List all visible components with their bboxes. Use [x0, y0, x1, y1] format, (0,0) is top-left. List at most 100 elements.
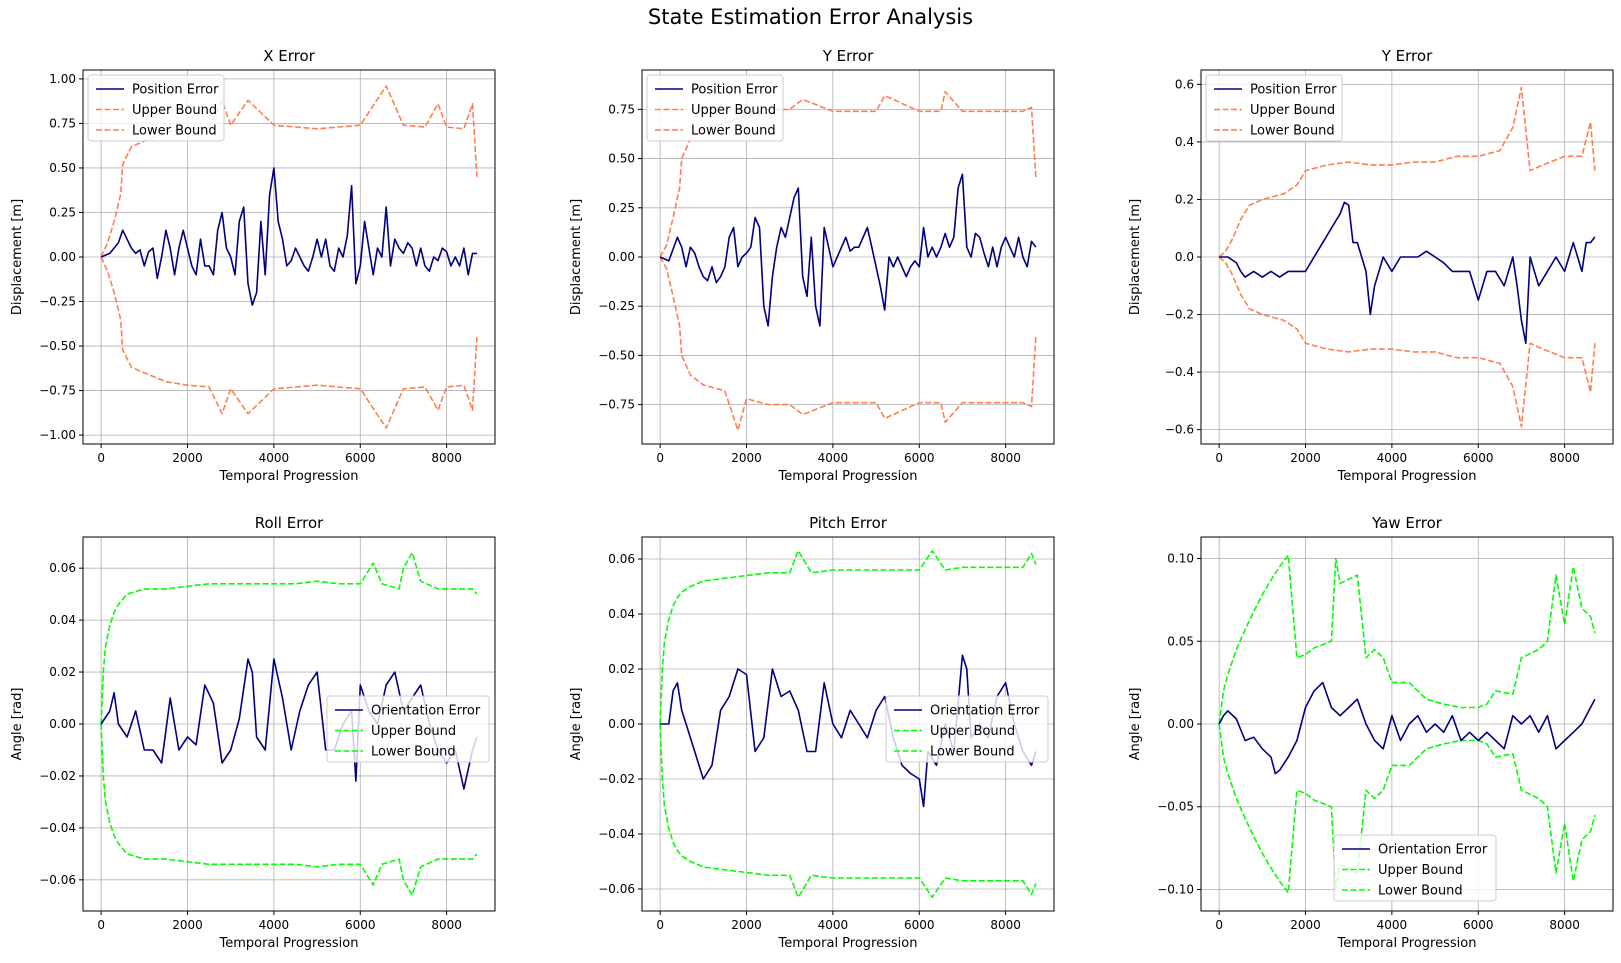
legend: Orientation Error Upper Bound Lower Bound — [326, 695, 490, 763]
x-tick-label: 4000 — [259, 451, 290, 465]
legend-box — [1333, 834, 1497, 902]
y-axis-label: Displacement [m] — [1128, 199, 1143, 315]
y-tick-label: 0.02 — [608, 662, 635, 676]
y-tick-label: −0.25 — [39, 295, 76, 309]
y-tick-label: 0.2 — [1175, 192, 1194, 206]
legend-box — [87, 74, 225, 142]
panel-title: Pitch Error — [809, 514, 888, 532]
series-line-position-error — [1219, 201, 1596, 345]
x-tick-label: 8000 — [1549, 451, 1580, 465]
figure-title: State Estimation Error Analysis — [647, 5, 974, 29]
y-tick-label: 0.06 — [608, 552, 635, 566]
series-line-lower-bound — [1218, 723, 1596, 894]
y-tick-label: 0.50 — [608, 152, 635, 166]
y-tick-label: 0.00 — [1167, 717, 1194, 731]
legend-label: Lower Bound — [930, 745, 1015, 760]
y-tick-label: 0.50 — [49, 161, 76, 175]
x-tick-label: 0 — [656, 918, 664, 932]
x-tick-label: 2000 — [172, 918, 203, 932]
x-tick-label: 8000 — [431, 918, 462, 932]
y-tick-label: 1.00 — [49, 72, 76, 86]
y-tick-label: 0.04 — [49, 613, 76, 627]
series-line-lower-bound — [100, 256, 478, 429]
legend-label: Position Error — [1250, 83, 1337, 98]
x-tick-label: 4000 — [818, 451, 849, 465]
legend-label: Lower Bound — [1378, 884, 1463, 899]
y-tick-label: −0.50 — [39, 339, 76, 353]
y-tick-label: 0.75 — [49, 116, 76, 130]
y-tick-label: −0.05 — [1157, 800, 1194, 814]
chart-panel-2: 0 2000 4000 6000 8000 −0.75 −0.50 −0.25 0.00 0.25… — [569, 47, 1055, 484]
x-axis-label: Temporal Progression — [219, 936, 359, 951]
panel-title: Y Error — [1381, 47, 1433, 65]
legend: Position Error Upper Bound Lower Bound — [1205, 74, 1343, 142]
chart-panel-6: 0 2000 4000 6000 8000 −0.10 −0.05 0.00 0.05 0.10 Y… — [1128, 514, 1614, 951]
y-tick-label: 0.05 — [1167, 634, 1194, 648]
y-tick-label: 0.00 — [608, 717, 635, 731]
legend-label: Upper Bound — [132, 103, 217, 118]
series-line-upper-bound — [1218, 86, 1596, 258]
x-axis-label: Temporal Progression — [778, 469, 918, 484]
x-tick-label: 6000 — [345, 918, 376, 932]
x-tick-label: 6000 — [345, 451, 376, 465]
x-tick-label: 0 — [1215, 918, 1223, 932]
series-line-lower-bound — [659, 256, 1037, 432]
y-tick-label: 0.25 — [608, 201, 635, 215]
y-tick-label: −0.50 — [598, 348, 635, 362]
x-tick-label: 2000 — [172, 451, 203, 465]
y-axis-label: Angle [rad] — [10, 688, 25, 761]
legend: Position Error Upper Bound Lower Bound — [646, 74, 784, 142]
x-tick-label: 0 — [1215, 451, 1223, 465]
x-tick-label: 6000 — [1463, 451, 1494, 465]
legend-label: Lower Bound — [1250, 124, 1335, 139]
x-tick-label: 8000 — [990, 451, 1021, 465]
y-tick-label: 0.4 — [1175, 135, 1194, 149]
panel-title: Roll Error — [255, 514, 324, 532]
y-tick-label: 0.75 — [608, 102, 635, 116]
y-tick-label: 0.04 — [608, 607, 635, 621]
y-tick-label: 0.00 — [608, 250, 635, 264]
x-tick-label: 6000 — [1463, 918, 1494, 932]
chart-panel-5: 0 2000 4000 6000 8000 −0.06 −0.04 −0.02 0.00 0.02… — [569, 514, 1055, 951]
series-line-upper-bound — [659, 90, 1037, 258]
y-tick-label: −0.06 — [39, 873, 76, 887]
y-tick-label: 0.6 — [1175, 77, 1194, 91]
x-tick-label: 4000 — [1377, 451, 1408, 465]
x-tick-label: 8000 — [431, 451, 462, 465]
chart-panel-1: 0 2000 4000 6000 8000 −1.00 −0.75 −0.50 −0.25 0.0… — [10, 47, 496, 484]
legend-label: Upper Bound — [930, 724, 1015, 739]
x-tick-label: 8000 — [1549, 918, 1580, 932]
legend-label: Orientation Error — [371, 704, 481, 719]
series-line-lower-bound — [100, 723, 478, 897]
x-tick-label: 6000 — [904, 451, 935, 465]
legend-label: Lower Bound — [132, 124, 217, 139]
x-axis-label: Temporal Progression — [219, 469, 359, 484]
series-line-upper-bound — [659, 549, 1037, 725]
y-tick-label: −0.02 — [39, 769, 76, 783]
x-tick-label: 2000 — [731, 451, 762, 465]
y-tick-label: 0.02 — [49, 665, 76, 679]
x-tick-label: 0 — [656, 451, 664, 465]
legend: Orientation Error Upper Bound Lower Bound — [1333, 834, 1497, 902]
x-tick-label: 8000 — [990, 918, 1021, 932]
y-tick-label: −0.04 — [39, 821, 76, 835]
y-tick-label: −0.6 — [1165, 423, 1194, 437]
y-tick-label: 0.00 — [49, 250, 76, 264]
series-line-lower-bound — [1218, 256, 1596, 428]
legend-label: Orientation Error — [1378, 843, 1488, 858]
y-tick-label: −0.4 — [1165, 365, 1194, 379]
legend-label: Orientation Error — [930, 704, 1040, 719]
legend-box — [885, 695, 1049, 763]
legend-label: Lower Bound — [371, 745, 456, 760]
panel-title: Y Error — [822, 47, 874, 65]
x-tick-label: 2000 — [731, 918, 762, 932]
series-line-upper-bound — [100, 85, 478, 258]
y-tick-label: 0.00 — [49, 717, 76, 731]
x-tick-label: 4000 — [818, 918, 849, 932]
legend-box — [326, 695, 490, 763]
x-tick-label: 2000 — [1290, 451, 1321, 465]
x-axis-label: Temporal Progression — [778, 936, 918, 951]
y-tick-label: 0.06 — [49, 561, 76, 575]
x-tick-label: 2000 — [1290, 918, 1321, 932]
y-tick-label: −0.75 — [598, 398, 635, 412]
